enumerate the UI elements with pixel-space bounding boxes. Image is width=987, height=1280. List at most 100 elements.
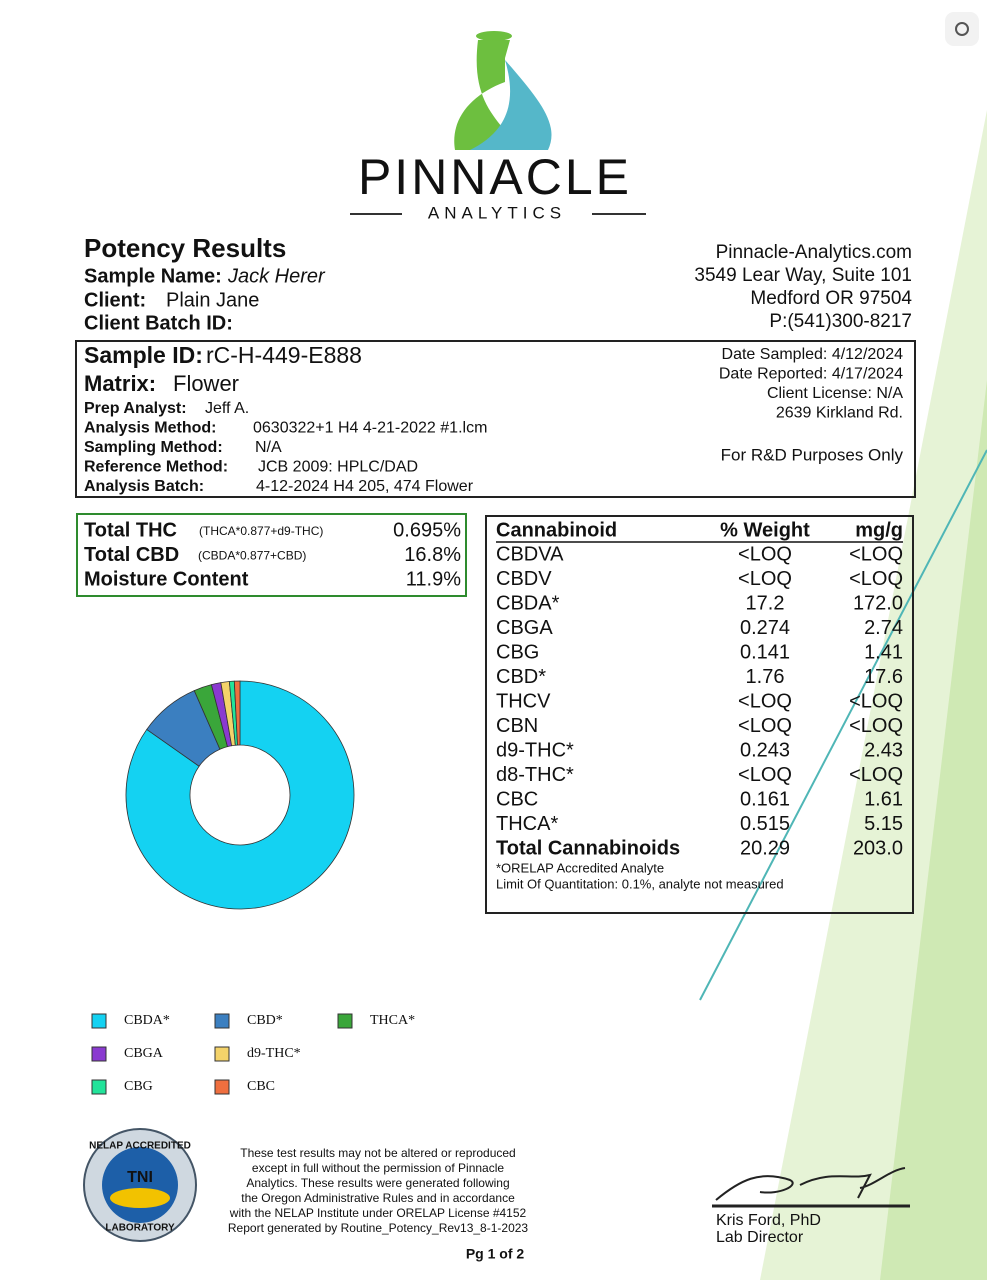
- table-cell: CBGA: [496, 617, 553, 639]
- info: Date Reported: 4/17/2024: [719, 366, 903, 383]
- legend-swatch: [91, 1079, 107, 1095]
- pie-slice: [125, 680, 355, 910]
- info: Client License: N/A: [767, 385, 903, 402]
- label: Sample ID:: [84, 342, 203, 368]
- value: rC-H-449-E888: [206, 342, 362, 368]
- badge-text: NELAP ACCREDITED: [89, 1141, 191, 1152]
- disclaimer: the Oregon Administrative Rules and in a…: [241, 1191, 515, 1205]
- table-cell: THCV: [496, 690, 551, 712]
- table-cell: 0.161: [740, 788, 790, 810]
- summary-formula: (THCA*0.877+d9-THC): [199, 524, 323, 538]
- table-cell: <LOQ: [849, 764, 903, 786]
- table-cell: <LOQ: [738, 690, 792, 712]
- table-cell: 2.74: [864, 617, 903, 639]
- info: 2639 Kirkland Rd.: [776, 405, 903, 422]
- legend-swatch: [337, 1013, 353, 1029]
- disclaimer: except in full without the permission of…: [252, 1161, 504, 1175]
- legend-swatch: [91, 1046, 107, 1062]
- table-cell: 1.76: [746, 666, 785, 688]
- table-cell: <LOQ: [849, 690, 903, 712]
- table-cell: <LOQ: [738, 715, 792, 737]
- page-number: Pg 1 of 2: [466, 1246, 525, 1262]
- signer: Kris Ford, PhD: [716, 1212, 821, 1229]
- disclaimer: Analytics. These results were generated …: [246, 1176, 509, 1190]
- legend-swatch: [214, 1013, 230, 1029]
- value: 0630322+1 H4 4-21-2022 #1.lcm: [253, 420, 487, 437]
- legend-label: CBD*: [247, 1013, 283, 1028]
- label: Client Batch ID:: [84, 312, 233, 334]
- summary-label: Total CBD: [84, 544, 179, 566]
- legend-label: CBGA: [124, 1046, 164, 1061]
- table-cell: 2.43: [864, 739, 903, 761]
- summary-value: 11.9%: [406, 568, 461, 590]
- table-cell: <LOQ: [849, 715, 903, 737]
- table-cell: 203.0: [853, 837, 903, 859]
- table-cell: 1.61: [864, 788, 903, 810]
- value: 4-12-2024 H4 205, 474 Flower: [256, 478, 474, 495]
- signature: [715, 1167, 906, 1201]
- legend-swatch: [91, 1013, 107, 1029]
- legend-label: CBG: [124, 1079, 153, 1094]
- value: JCB 2009: HPLC/DAD: [258, 459, 418, 476]
- table-cell: 0.243: [740, 739, 790, 761]
- legend-swatch: [214, 1079, 230, 1095]
- table-cell: 0.274: [740, 617, 790, 639]
- table-cell: <LOQ: [738, 543, 792, 565]
- pie-slice: [233, 680, 241, 746]
- label: Prep Analyst:: [84, 400, 187, 417]
- address: P:(541)300-8217: [769, 311, 912, 332]
- label: Analysis Batch:: [84, 478, 204, 495]
- disclaimer: with the NELAP Institute under ORELAP Li…: [229, 1206, 527, 1220]
- legend-swatch: [214, 1046, 230, 1062]
- table-cell: 0.515: [740, 813, 790, 835]
- table-cell: <LOQ: [849, 568, 903, 590]
- address: Medford OR 97504: [750, 288, 912, 309]
- table-cell: <LOQ: [738, 764, 792, 786]
- table-cell: <LOQ: [849, 543, 903, 565]
- label: Reference Method:: [84, 459, 228, 476]
- table-cell: CBD*: [496, 666, 546, 688]
- table-cell: 17.2: [746, 592, 785, 614]
- table-cell: 0.141: [740, 641, 790, 663]
- table-cell: 172.0: [853, 592, 903, 614]
- table-note: Limit Of Quantitation: 0.1%, analyte not…: [496, 876, 784, 891]
- value: Jeff A.: [205, 400, 249, 417]
- table-box: [485, 515, 914, 914]
- table-cell: CBDVA: [496, 543, 564, 565]
- brand: PINNACLE: [358, 149, 632, 205]
- label: Analysis Method:: [84, 420, 216, 437]
- summary-value: 0.695%: [393, 519, 461, 541]
- label: Matrix:: [84, 371, 156, 396]
- address: Pinnacle-Analytics.com: [716, 242, 912, 263]
- table-header: mg/g: [855, 519, 903, 541]
- table-cell: d8-THC*: [496, 764, 574, 786]
- watermark-line: [699, 449, 987, 1001]
- sample-box: [75, 340, 916, 498]
- brand-sub: ANALYTICS: [428, 203, 566, 222]
- label: Sampling Method:: [84, 439, 223, 456]
- info: Date Sampled: 4/12/2024: [722, 346, 904, 363]
- table-cell: <LOQ: [738, 568, 792, 590]
- badge: [83, 1128, 197, 1242]
- logo: [350, 31, 646, 215]
- table-cell: CBG: [496, 641, 539, 663]
- value: Plain Jane: [166, 289, 259, 311]
- watermark: [880, 380, 987, 1280]
- summary-formula: (CBDA*0.877+CBD): [198, 549, 306, 563]
- table-cell: Total Cannabinoids: [496, 837, 680, 859]
- summary-value: 16.8%: [404, 544, 461, 566]
- table-cell: 5.15: [864, 813, 903, 835]
- table-header: % Weight: [720, 519, 810, 541]
- table-note: *ORELAP Accredited Analyte: [496, 860, 664, 875]
- table-cell: CBDV: [496, 568, 552, 590]
- summary-label: Total THC: [84, 519, 177, 541]
- table-cell: CBC: [496, 788, 538, 810]
- table-cell: 20.29: [740, 837, 790, 859]
- table-cell: CBDA*: [496, 592, 560, 614]
- legend-label: CBDA*: [124, 1013, 170, 1028]
- badge-text: LABORATORY: [105, 1223, 175, 1234]
- role: Lab Director: [716, 1229, 804, 1246]
- icon: [945, 12, 979, 46]
- value: Jack Herer: [227, 265, 326, 287]
